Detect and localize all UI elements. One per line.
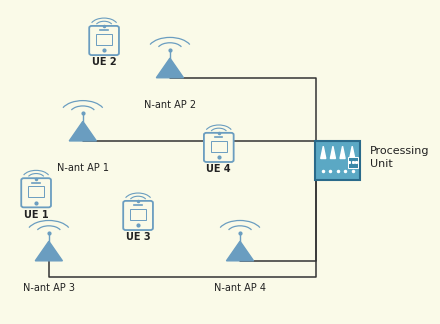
Polygon shape [35,241,62,261]
Polygon shape [330,146,335,158]
Text: N-ant AP 3: N-ant AP 3 [23,283,75,293]
Text: UE 3: UE 3 [126,232,150,242]
Polygon shape [69,122,96,141]
FancyBboxPatch shape [28,186,44,197]
Text: N-ant AP 1: N-ant AP 1 [57,163,109,173]
FancyBboxPatch shape [21,178,51,207]
FancyBboxPatch shape [96,34,112,45]
Text: N-ant AP 2: N-ant AP 2 [144,100,196,110]
Polygon shape [156,58,183,78]
FancyBboxPatch shape [204,133,234,162]
Polygon shape [350,146,355,158]
Text: Processing
Unit: Processing Unit [370,145,429,169]
Polygon shape [340,146,345,158]
FancyBboxPatch shape [315,141,360,180]
FancyBboxPatch shape [123,201,153,230]
Text: UE 4: UE 4 [206,164,231,174]
FancyBboxPatch shape [211,141,227,152]
Text: UE 2: UE 2 [92,57,117,67]
Text: UE 1: UE 1 [24,210,48,220]
Polygon shape [227,241,253,261]
FancyBboxPatch shape [130,209,146,220]
Polygon shape [321,146,326,158]
FancyBboxPatch shape [89,26,119,55]
Text: N-ant AP 4: N-ant AP 4 [214,283,266,293]
FancyBboxPatch shape [348,157,358,168]
